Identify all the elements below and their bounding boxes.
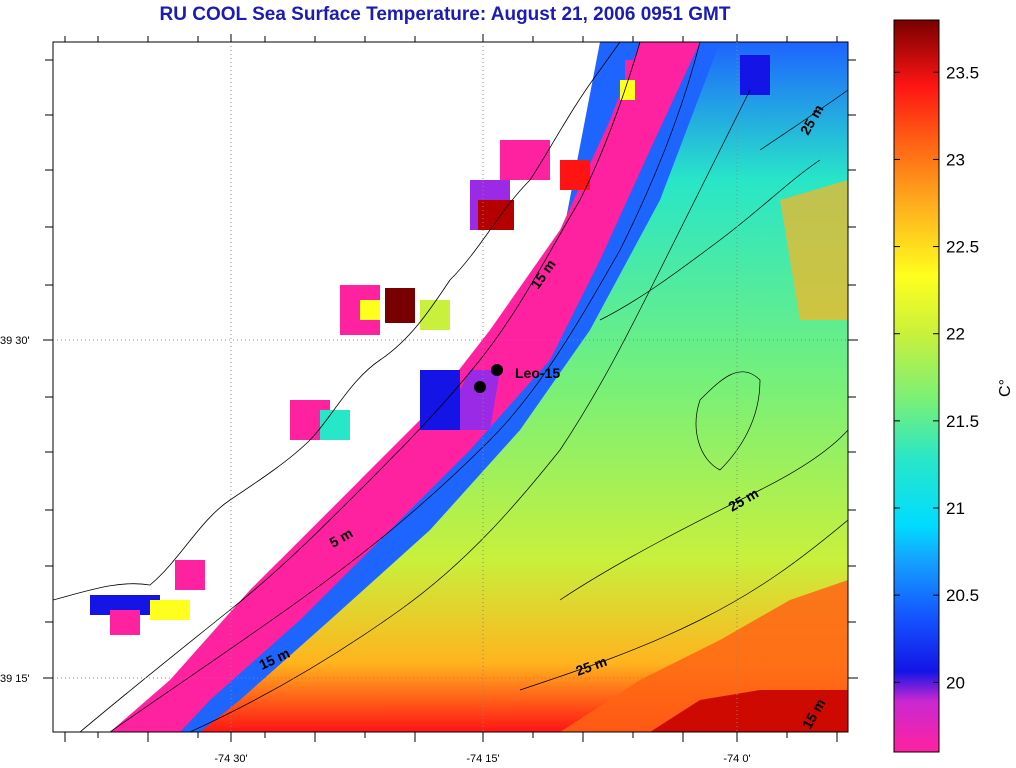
colorbar-tick-label: 22 (946, 325, 965, 344)
leo-15-node-marker[interactable] (491, 364, 503, 376)
land-new-jersey (53, 42, 600, 732)
hot-water-southeast (650, 690, 848, 732)
lon-label: -74 0' (723, 753, 750, 765)
warm-water-east (780, 180, 848, 320)
map-title: RU COOL Sea Surface Temperature: August … (159, 4, 731, 25)
colorbar-tick-label: 23.5 (946, 63, 979, 82)
colorbar-unit: C° (997, 379, 1014, 397)
colorbar-tick-label: 20.5 (946, 586, 979, 605)
colorbar-tick-label: 23 (946, 150, 965, 169)
colorbar-scale (893, 19, 940, 753)
lat-label: 39 15' (0, 673, 30, 685)
bathymetry-contours (109, 42, 848, 732)
cold-upwelling-strip (110, 42, 700, 732)
lat-label: 39 30' (0, 335, 30, 347)
colorbar-tick-label: 21.5 (946, 412, 979, 431)
leo-15-node-marker[interactable] (474, 381, 486, 393)
coastline (53, 42, 641, 732)
frame-ticks (43, 34, 858, 742)
lon-label: -74 15' (466, 753, 499, 765)
map-frame (52, 41, 849, 733)
station-label: Leo-15 (515, 365, 560, 381)
bay-pixels (90, 55, 770, 635)
lon-label: -74 30' (214, 753, 247, 765)
colorbar-tick-label: 20 (946, 673, 965, 692)
colorbar-tick-label: 22.5 (946, 238, 979, 257)
colorbar-tick-label: 21 (946, 499, 965, 518)
